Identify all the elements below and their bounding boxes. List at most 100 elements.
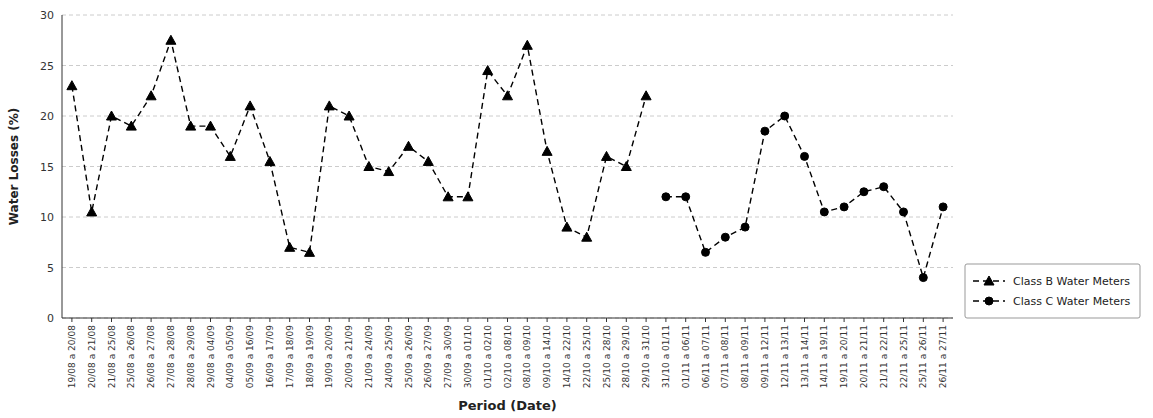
x-tick [665, 318, 666, 322]
x-tick-label: 18/09 a 19/09 [305, 325, 315, 388]
x-tick [725, 318, 726, 322]
point [840, 203, 848, 211]
point [463, 192, 473, 201]
point [900, 208, 908, 216]
x-tick-label: 21/09 a 24/09 [364, 325, 374, 388]
point [602, 151, 612, 160]
point [404, 141, 414, 150]
x-tick [547, 318, 548, 322]
point [542, 146, 552, 155]
point [166, 35, 176, 44]
point [522, 40, 532, 49]
point [721, 233, 729, 241]
x-tick [269, 318, 270, 322]
x-tick [685, 318, 686, 322]
point [344, 111, 354, 120]
x-tick [250, 318, 251, 322]
point [621, 162, 631, 171]
point [919, 274, 927, 282]
legend-label: Class B Water Meters [1013, 275, 1130, 288]
x-tick [527, 318, 528, 322]
x-tick [190, 318, 191, 322]
point [761, 127, 769, 135]
x-tick [151, 318, 152, 322]
x-tick [764, 318, 765, 322]
x-tick-label: 08/11 a 09/11 [740, 325, 750, 388]
x-tick [309, 318, 310, 322]
x-tick-label: 25/08 a 26/08 [126, 325, 136, 388]
x-tick [467, 318, 468, 322]
x-tick-label: 19/09 a 20/09 [324, 325, 334, 388]
point [305, 247, 315, 256]
x-tick [448, 318, 449, 322]
x-tick [943, 318, 944, 322]
x-tick-label: 08/10 a 09/10 [522, 325, 532, 388]
x-tick-label: 22/11 a 25/11 [899, 325, 909, 388]
x-tick-label: 20/11 a 21/11 [859, 325, 869, 388]
x-tick [230, 318, 231, 322]
x-tick-label: 17/09 a 18/09 [285, 325, 295, 388]
point [562, 222, 572, 231]
x-tick [626, 318, 627, 322]
point [443, 192, 453, 201]
x-tick-label: 26/08 a 27/08 [146, 325, 156, 388]
x-tick [408, 318, 409, 322]
point [781, 112, 789, 120]
x-tick [487, 318, 488, 322]
point [324, 101, 334, 110]
x-tick-label: 01/10 a 02/10 [483, 325, 493, 388]
point [107, 111, 117, 120]
x-tick-label: 28/08 a 29/08 [186, 325, 196, 388]
y-tick-label: 30 [40, 9, 54, 22]
y-tick-label: 0 [47, 312, 54, 325]
series [67, 35, 651, 256]
point [67, 81, 77, 90]
x-tick-label: 16/09 a 17/09 [265, 325, 275, 388]
y-tick-label: 5 [47, 262, 54, 275]
x-tick [91, 318, 92, 322]
x-tick [804, 318, 805, 322]
point [641, 91, 651, 100]
x-tick-label: 21/11 a 22/11 [879, 325, 889, 388]
x-tick [428, 318, 429, 322]
grid-line [62, 267, 953, 268]
point [245, 101, 255, 110]
point [662, 193, 670, 201]
x-tick [349, 318, 350, 322]
grid-line [62, 65, 953, 66]
x-tick-label: 26/11 a 27/11 [938, 325, 948, 388]
x-tick [170, 318, 171, 322]
x-tick [111, 318, 112, 322]
x-tick-label: 09/10 a 14/10 [542, 325, 552, 388]
point [206, 121, 216, 130]
grid-line [62, 166, 953, 167]
x-tick [883, 318, 884, 322]
point [87, 207, 97, 216]
x-tick-label: 02/10 a 08/10 [503, 325, 513, 388]
legend-frame [965, 264, 1140, 318]
x-tick-label: 26/09 a 27/09 [423, 325, 433, 388]
x-tick [784, 318, 785, 322]
point [682, 193, 690, 201]
point [860, 188, 868, 196]
x-tick-label: 04/09 a 05/09 [225, 325, 235, 388]
point [702, 248, 710, 256]
point [126, 121, 136, 130]
x-tick-label: 25/11 a 26/11 [918, 325, 928, 388]
x-tick-label: 14/11 a 19/11 [819, 325, 829, 388]
x-tick [566, 318, 567, 322]
x-tick [705, 318, 706, 322]
x-tick [388, 318, 389, 322]
x-tick-label: 20/08 a 21/08 [87, 325, 97, 388]
x-tick-label: 27/08 a 28/08 [166, 325, 176, 388]
x-tick-label: 14/10 a 22/10 [562, 325, 572, 388]
x-tick-label: 12/11 a 13/11 [780, 325, 790, 388]
x-tick-label: 25/10 a 28/10 [602, 325, 612, 388]
legend-label: Class C Water Meters [1013, 295, 1130, 308]
x-axis-title: Period (Date) [458, 398, 556, 413]
point [285, 242, 295, 251]
legend: Class B Water Meters Class C Water Meters [965, 264, 1140, 318]
point [741, 223, 749, 231]
x-tick-label: 21/08 a 25/08 [107, 325, 117, 388]
y-tick-label: 25 [40, 60, 54, 73]
